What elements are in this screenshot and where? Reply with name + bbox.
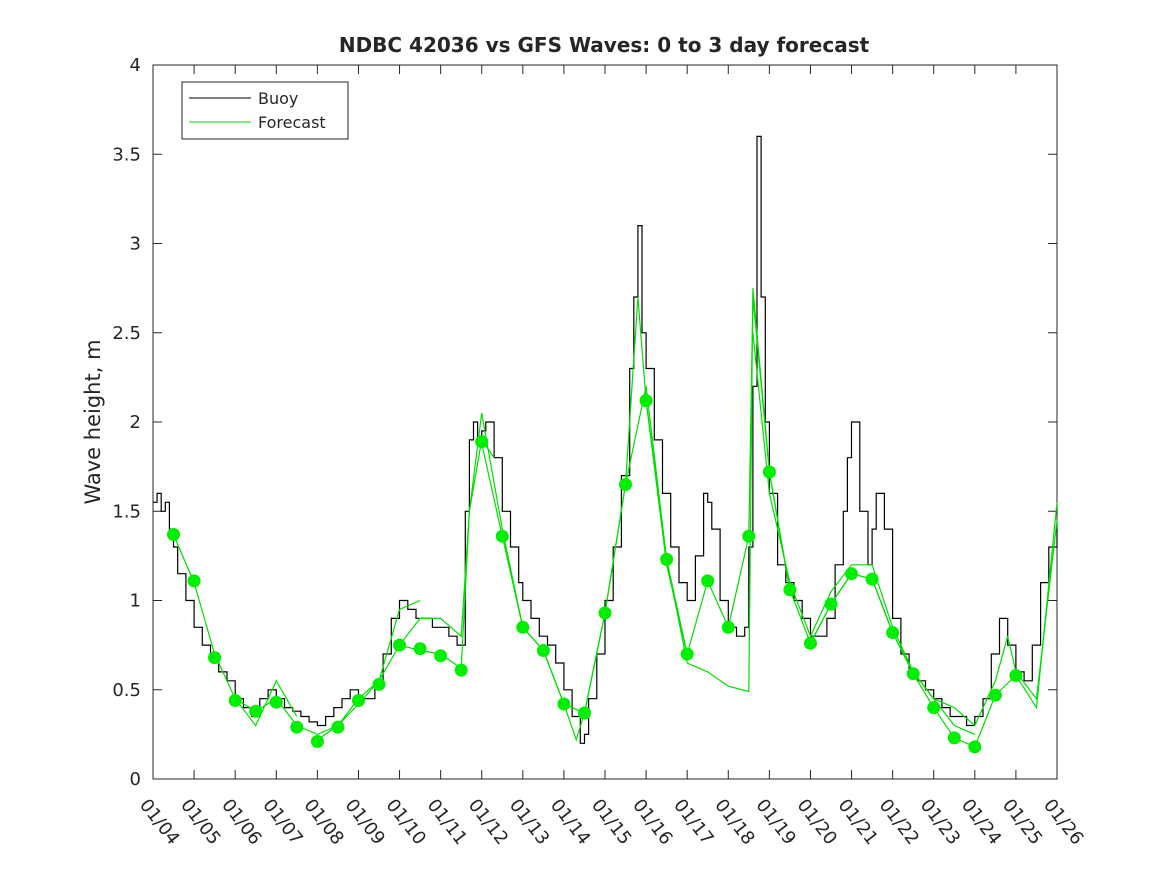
forecast-marker [269, 695, 283, 709]
forecast-markers [167, 394, 1023, 754]
legend: Buoy Forecast [181, 81, 349, 140]
forecast-marker [906, 667, 920, 681]
forecast-run-line [172, 534, 298, 727]
forecast-marker [988, 688, 1002, 702]
forecast-marker [598, 606, 612, 620]
buoy-series [153, 135, 1058, 744]
y-tick-label: 4 [130, 55, 141, 76]
legend-box [181, 81, 349, 140]
forecast-marker [331, 720, 345, 734]
forecast-marker [187, 574, 201, 588]
forecast-marker [208, 651, 222, 665]
forecast-marker [516, 620, 530, 634]
forecast-marker [783, 583, 797, 597]
forecast-marker [947, 731, 961, 745]
forecast-marker [845, 567, 858, 581]
forecast-marker [1009, 669, 1023, 682]
forecast-marker [578, 706, 591, 720]
y-tick-label: 0.5 [112, 680, 141, 701]
y-axis-label: Wave height, m [81, 339, 105, 504]
forecast-marker [824, 597, 838, 611]
forecast-marker [886, 626, 900, 640]
y-tick-label: 2 [130, 412, 141, 433]
y-tick-label: 3 [130, 234, 141, 255]
forecast-marker [660, 552, 674, 566]
plot-area [152, 64, 1058, 780]
forecast-marker [721, 620, 735, 634]
forecast-marker [968, 740, 982, 754]
forecast-marker [454, 663, 468, 677]
forecast-run-line [481, 386, 688, 742]
y-tick-label: 2.5 [112, 323, 141, 344]
forecast-run-line [317, 438, 495, 741]
forecast-marker [536, 644, 550, 657]
forecast-run-line [892, 520, 1058, 727]
forecast-marker [742, 529, 756, 543]
forecast-marker [413, 642, 427, 656]
forecast-marker [228, 694, 242, 707]
forecast-marker [495, 529, 509, 543]
legend-forecast-label: Forecast [258, 113, 326, 132]
forecast-marker [865, 572, 879, 586]
forecast-marker [804, 636, 817, 650]
y-tick-label: 0 [130, 769, 141, 790]
forecast-marker [762, 465, 776, 479]
y-tick-label: 1.5 [112, 501, 141, 522]
forecast-marker [680, 647, 694, 661]
forecast-marker [639, 394, 653, 408]
forecast-marker [701, 574, 715, 588]
forecast-marker [249, 704, 263, 718]
forecast-marker [475, 435, 489, 449]
forecast-marker [927, 701, 941, 715]
forecast-marker [372, 677, 386, 691]
forecast-marker [619, 478, 632, 491]
forecast-marker [434, 649, 448, 663]
forecast-marker [290, 720, 304, 734]
y-tick-label: 3.5 [112, 144, 141, 165]
chart-title: NDBC 42036 vs GFS Waves: 0 to 3 day fore… [339, 33, 870, 57]
forecast-marker [393, 638, 406, 652]
y-tick-label: 1 [130, 591, 141, 612]
forecast-marker [557, 697, 571, 711]
forecast-marker [167, 528, 180, 541]
forecast-run-line [234, 599, 421, 736]
buoy-line [153, 135, 1058, 744]
legend-buoy-label: Buoy [258, 89, 298, 108]
forecast-marker [310, 735, 324, 748]
forecast-marker [352, 694, 365, 707]
